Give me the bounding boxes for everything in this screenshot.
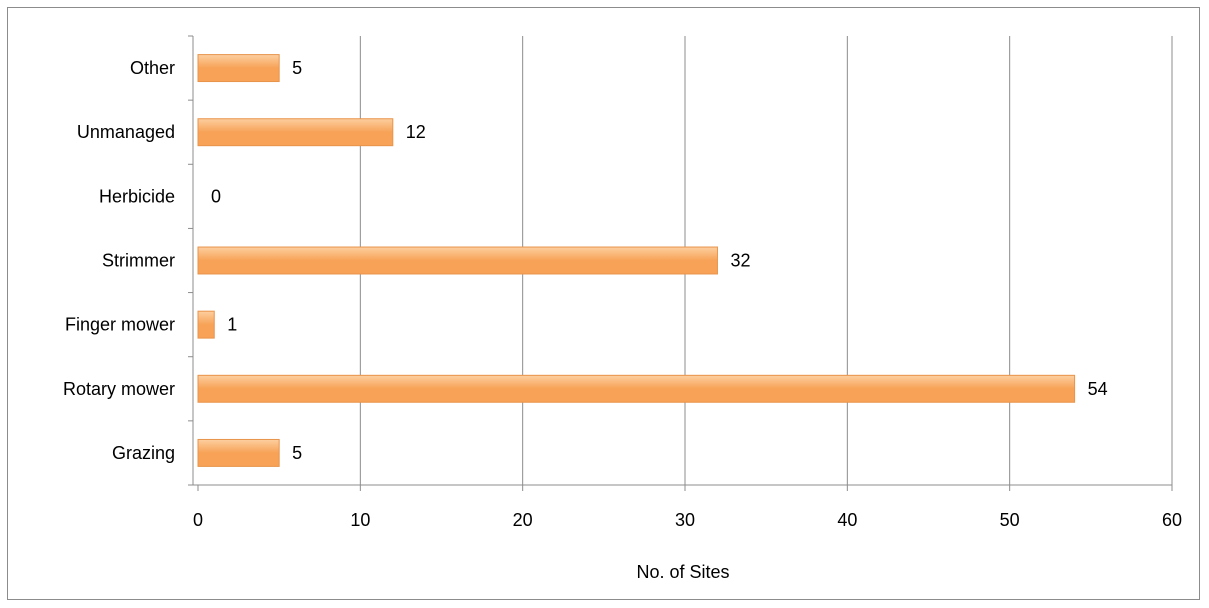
y-category-label: Unmanaged — [77, 122, 175, 142]
y-category-label: Rotary mower — [63, 379, 175, 399]
x-tick-label: 40 — [837, 510, 857, 530]
x-tick-label: 30 — [675, 510, 695, 530]
data-label: 1 — [227, 315, 237, 335]
x-tick-label: 0 — [193, 510, 203, 530]
x-tick-label: 50 — [1000, 510, 1020, 530]
data-label: 0 — [211, 186, 221, 206]
data-label: 32 — [730, 251, 750, 271]
x-tick-label: 60 — [1162, 510, 1182, 530]
x-tick-label: 10 — [350, 510, 370, 530]
data-label: 12 — [406, 122, 426, 142]
data-label: 54 — [1088, 379, 1108, 399]
y-category-label: Strimmer — [102, 251, 175, 271]
data-label: 5 — [292, 443, 302, 463]
gridlines — [359, 36, 1173, 485]
x-axis-title: No. of Sites — [636, 562, 729, 582]
y-category-label: Finger mower — [65, 315, 175, 335]
bars — [197, 54, 1076, 467]
chart-frame — [7, 7, 1200, 600]
y-category-label: Herbicide — [99, 186, 175, 206]
bar-grazing — [197, 438, 280, 467]
bar-rotary-mower — [197, 374, 1076, 403]
bar-other — [197, 54, 280, 83]
y-category-label: Grazing — [112, 443, 175, 463]
bar-strimmer — [197, 246, 718, 275]
axes — [188, 35, 1173, 491]
data-label: 5 — [292, 58, 302, 78]
bar-finger-mower — [197, 310, 215, 339]
y-category-label: Other — [130, 58, 175, 78]
bar-unmanaged — [197, 118, 394, 147]
x-tick-label: 20 — [513, 510, 533, 530]
